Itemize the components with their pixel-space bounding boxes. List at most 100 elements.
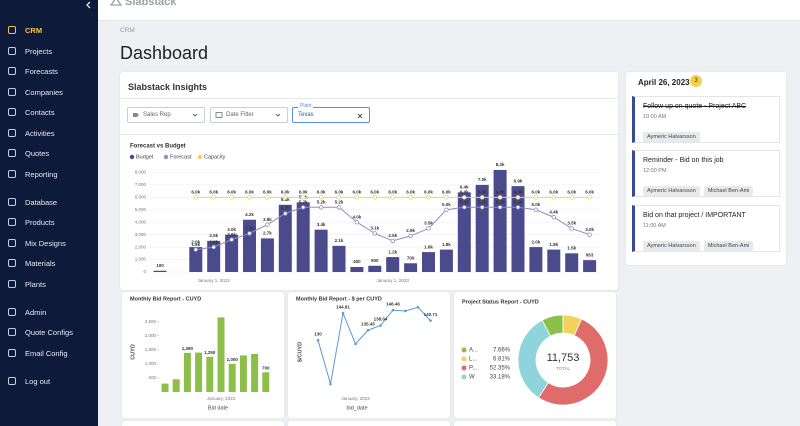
next-card <box>122 421 284 426</box>
chart-title: Project Status Report - CUYD <box>462 299 539 305</box>
value-label: 4.0k <box>353 214 362 219</box>
value-label: 5.0k <box>532 202 541 207</box>
value-label: 4.7k <box>281 206 290 211</box>
nav-item[interactable]: Reporting <box>25 169 58 179</box>
nav-item[interactable]: Contacts <box>25 108 55 117</box>
task[interactable]: Follow up on quote - Project ABC 10:00 AM… <box>632 96 780 143</box>
filter-label: Plant <box>298 103 314 109</box>
nav-item[interactable]: Products <box>25 218 55 227</box>
nav-item[interactable]: Log out <box>25 376 51 386</box>
filter-value: Texas <box>298 112 314 118</box>
filter-dropdown[interactable]: Sales Rep <box>127 107 205 123</box>
nav-icon <box>8 87 16 96</box>
nav-item[interactable]: Plants <box>25 279 46 289</box>
point <box>354 195 360 200</box>
point <box>462 195 467 200</box>
filter-plant[interactable]: Plant Texas <box>292 103 370 123</box>
filter-dropdown[interactable]: Date Filter <box>210 107 288 123</box>
value-label: 2.7k <box>263 231 272 236</box>
legend-marker <box>197 154 203 160</box>
y-tick-label: 2,000 <box>145 333 157 338</box>
filter-placeholder: Sales Rep <box>143 111 171 118</box>
nav-item[interactable]: Activities <box>25 128 55 138</box>
nav-item[interactable]: Forecasts <box>25 67 58 76</box>
nav-item[interactable]: Quote Configs <box>25 328 73 337</box>
nav-icon <box>8 259 16 267</box>
value-label: 5.2k <box>299 199 308 204</box>
nav-icon <box>8 307 16 316</box>
point <box>515 205 521 210</box>
bar <box>217 317 225 392</box>
nav-icon <box>8 108 16 116</box>
value-label: 2.5k <box>388 233 397 238</box>
value-label: 6.0k <box>514 190 523 195</box>
nav-item[interactable]: Email Config <box>25 348 68 358</box>
point <box>372 195 377 200</box>
value-label: 1.2k <box>388 249 397 254</box>
collapse-icon[interactable] <box>84 0 94 10</box>
point <box>366 328 370 332</box>
point <box>551 215 556 220</box>
value-label: 6.0k <box>478 190 487 195</box>
bar <box>243 219 256 272</box>
nav-item[interactable]: Admin <box>25 307 47 317</box>
value-label: 3.4k <box>317 222 326 227</box>
value-label: 6.0k <box>406 190 415 195</box>
legend-value: 6.81% <box>493 357 511 363</box>
nav-item[interactable]: Database <box>25 197 58 207</box>
legend-label: P... <box>469 366 478 372</box>
insights-title: Slabstack Insights <box>128 82 208 92</box>
tag: Michael Ben-Ami <box>703 186 754 196</box>
nav-icon <box>8 26 16 34</box>
nav-item[interactable]: Mix Designs <box>25 238 66 248</box>
point <box>515 195 521 200</box>
value-label: 6.0k <box>442 190 451 195</box>
nav-item[interactable]: CRM <box>25 26 43 35</box>
donut-total-label: TOTAL <box>556 366 571 371</box>
nav-icon <box>8 376 16 385</box>
legend-label: L... <box>469 357 478 363</box>
task[interactable]: Reminder - Bid on this job 12:00 PM Aymeri… <box>632 150 780 197</box>
agenda-count: 3 <box>690 75 702 87</box>
point <box>444 207 449 212</box>
bar <box>225 234 239 272</box>
donut-total: 11,753 <box>547 352 580 364</box>
y-tick-label: 1,000 <box>145 361 157 366</box>
x-axis-title: Bid date <box>208 405 228 411</box>
nav-item[interactable]: Materials <box>25 259 56 268</box>
point <box>211 195 216 200</box>
y-axis-title: CUYD <box>130 344 136 360</box>
bar <box>314 229 328 272</box>
point <box>354 342 357 346</box>
bar <box>404 263 418 272</box>
value-label: 6.0k <box>460 190 469 195</box>
bar <box>239 355 247 392</box>
nav-icon <box>8 169 16 178</box>
value-label: 6.0k <box>549 190 558 195</box>
value-label: 6.0k <box>567 190 576 195</box>
value-label: 8.2k <box>496 162 505 167</box>
value-label: 6.0k <box>299 190 308 195</box>
value-label: 3.5k <box>424 221 433 226</box>
task[interactable]: Bid on that project / IMPORTANT 11:00 AM A… <box>632 205 780 252</box>
value-label: 6.9k <box>514 178 523 183</box>
bar <box>278 204 292 272</box>
nav-icon <box>8 128 16 137</box>
legend-value: 33.18% <box>490 375 511 381</box>
nav-item[interactable]: Projects <box>25 46 53 56</box>
task-tags: Aymeric Halvarsson Michael Ben-Ami <box>643 179 757 197</box>
value-label: 1.8k <box>442 242 451 247</box>
value-label: 7.0k <box>478 177 487 182</box>
bar <box>350 267 364 272</box>
legend-marker <box>461 365 467 371</box>
point <box>247 231 252 236</box>
nav-item[interactable]: Companies <box>25 87 63 97</box>
value-label: 5.2k <box>496 199 505 204</box>
task-time: 12:00 PM <box>643 168 667 174</box>
bar <box>183 352 191 392</box>
point <box>318 205 324 210</box>
filter-placeholder: Date Filter <box>226 111 254 118</box>
nav-item[interactable]: Quotes <box>25 149 50 158</box>
value-label: 100 <box>156 263 164 268</box>
legend-label: Budget <box>136 154 154 160</box>
